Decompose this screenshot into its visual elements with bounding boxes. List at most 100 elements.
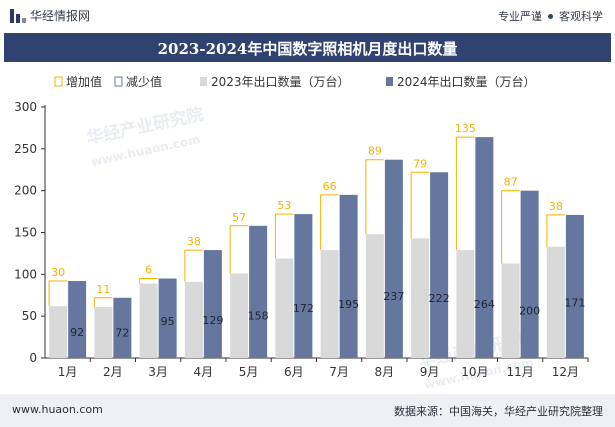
x-tick-label: 7月 bbox=[329, 365, 349, 379]
y-tick-label: 250 bbox=[14, 142, 37, 156]
bar-2023 bbox=[411, 238, 430, 358]
brand-logo-icon bbox=[10, 8, 26, 23]
y-tick-label: 0 bbox=[29, 351, 37, 365]
top-bar: 华经情报网 专业严谨 客观科学 bbox=[0, 0, 615, 30]
increase-label: 6 bbox=[145, 264, 152, 277]
x-tick-label: 3月 bbox=[148, 365, 168, 379]
increase-outline bbox=[365, 159, 384, 235]
legend-label-decrease: 减少值 bbox=[126, 74, 162, 89]
bar-2023 bbox=[365, 234, 384, 358]
legend-swatch-decrease bbox=[114, 76, 123, 87]
legend-label-2023: 2023年出口数量（万台） bbox=[211, 74, 350, 89]
bar-2024 bbox=[384, 159, 403, 358]
bar-2024 bbox=[158, 278, 177, 358]
value-label-2024: 264 bbox=[474, 298, 495, 311]
slogan-1: 专业严谨 bbox=[498, 10, 542, 23]
bar-2024 bbox=[475, 137, 494, 358]
bar-2024 bbox=[249, 225, 268, 358]
increase-label: 135 bbox=[455, 122, 476, 135]
x-tick-label: 11月 bbox=[506, 365, 533, 379]
x-tick-label: 1月 bbox=[58, 365, 78, 379]
y-tick-label: 300 bbox=[14, 100, 37, 114]
bar-2023 bbox=[456, 250, 475, 358]
y-tick-label: 150 bbox=[14, 226, 37, 240]
title-bar: 2023-2024年中国数字照相机月度出口数量 bbox=[4, 33, 611, 62]
x-tick-label: 9月 bbox=[420, 365, 440, 379]
bar-2024 bbox=[565, 214, 584, 358]
increase-label: 53 bbox=[277, 199, 291, 212]
increase-label: 57 bbox=[232, 211, 246, 224]
bar-2023 bbox=[94, 306, 113, 358]
increase-outline bbox=[501, 190, 520, 264]
y-tick-label: 50 bbox=[22, 309, 37, 323]
increase-outline bbox=[274, 213, 294, 259]
slogan: 专业严谨 客观科学 bbox=[498, 8, 603, 24]
x-tick-label: 10月 bbox=[461, 365, 488, 379]
increase-label: 30 bbox=[51, 266, 65, 279]
x-tick-label: 5月 bbox=[239, 365, 259, 379]
legend-label-2024: 2024年出口数量（万台） bbox=[397, 74, 536, 89]
bar-2023 bbox=[49, 306, 68, 358]
bar-2023 bbox=[139, 283, 158, 358]
chart-title: 2023-2024年中国数字照相机月度出口数量 bbox=[157, 40, 458, 58]
increase-label: 38 bbox=[187, 235, 201, 248]
legend-swatch-increase bbox=[54, 76, 63, 87]
brand: 华经情报网 bbox=[10, 7, 90, 24]
increase-outline bbox=[93, 297, 113, 307]
slogan-dot-icon bbox=[548, 13, 553, 19]
value-label-2024: 222 bbox=[429, 292, 450, 305]
y-tick-label: 200 bbox=[14, 184, 37, 198]
y-tick-label: 100 bbox=[14, 267, 37, 281]
increase-label: 87 bbox=[504, 176, 518, 189]
x-tick-label: 4月 bbox=[194, 365, 214, 379]
increase-outline bbox=[139, 278, 158, 284]
increase-label: 38 bbox=[549, 200, 563, 213]
increase-outline bbox=[546, 214, 565, 247]
legend-swatch-2024 bbox=[386, 77, 393, 86]
increase-outline bbox=[410, 171, 430, 239]
value-label-2024: 237 bbox=[383, 290, 404, 303]
footer-source: 数据来源：中国海关，华经产业研究院整理 bbox=[394, 405, 603, 418]
plot-area: 0 50 100 150 200 250 300 30 92 1月 11 72 2月 6 95 3月 38 129… bbox=[14, 100, 589, 379]
increase-outline bbox=[455, 136, 475, 251]
brand-name: 华经情报网 bbox=[30, 9, 91, 23]
x-tick-label: 2月 bbox=[103, 365, 123, 379]
chart: 华经产业研究院 www.huaon.com 华经产业研究院 www.huaon.… bbox=[14, 74, 589, 392]
value-label-2024: 172 bbox=[293, 302, 314, 315]
legend-swatch-2023 bbox=[200, 77, 207, 86]
value-label-2024: 200 bbox=[519, 305, 540, 318]
footer-site: www.huaon.com bbox=[12, 403, 103, 416]
value-label-2024: 129 bbox=[202, 314, 223, 327]
increase-outline bbox=[320, 194, 339, 251]
x-tick-label: 6月 bbox=[284, 365, 304, 379]
increase-outline bbox=[48, 280, 68, 307]
bar-2023 bbox=[320, 250, 339, 358]
x-tick-label: 8月 bbox=[375, 365, 395, 379]
bar-2024 bbox=[520, 190, 539, 358]
bar-2023 bbox=[275, 258, 294, 358]
bar-2023 bbox=[546, 246, 565, 358]
value-label-2024: 95 bbox=[161, 315, 175, 328]
slogan-2: 客观科学 bbox=[559, 10, 603, 23]
legend: 增加值 减少值 2023年出口数量（万台） 2024年出口数量（万台） bbox=[54, 74, 536, 89]
increase-label: 66 bbox=[323, 180, 337, 193]
bar-2023 bbox=[501, 263, 520, 358]
value-label-2024: 195 bbox=[338, 298, 359, 311]
x-tick-label: 12月 bbox=[552, 365, 579, 379]
increase-label: 89 bbox=[368, 145, 382, 158]
bar-2023 bbox=[230, 273, 249, 358]
value-label-2024: 171 bbox=[564, 296, 585, 309]
increase-label: 79 bbox=[413, 157, 427, 170]
legend-label-increase: 增加值 bbox=[66, 74, 102, 89]
increase-outline bbox=[229, 225, 249, 274]
bar-2024 bbox=[203, 250, 222, 358]
footer: www.huaon.com 数据来源：中国海关，华经产业研究院整理 bbox=[0, 394, 615, 427]
value-label-2024: 158 bbox=[248, 310, 269, 323]
bar-2024 bbox=[294, 214, 313, 358]
bar-2024 bbox=[430, 172, 449, 358]
bar-2024 bbox=[113, 297, 132, 358]
value-label-2024: 72 bbox=[115, 326, 129, 339]
bar-2023 bbox=[184, 281, 203, 358]
bar-2024 bbox=[339, 194, 358, 358]
bar-2024 bbox=[68, 281, 87, 358]
